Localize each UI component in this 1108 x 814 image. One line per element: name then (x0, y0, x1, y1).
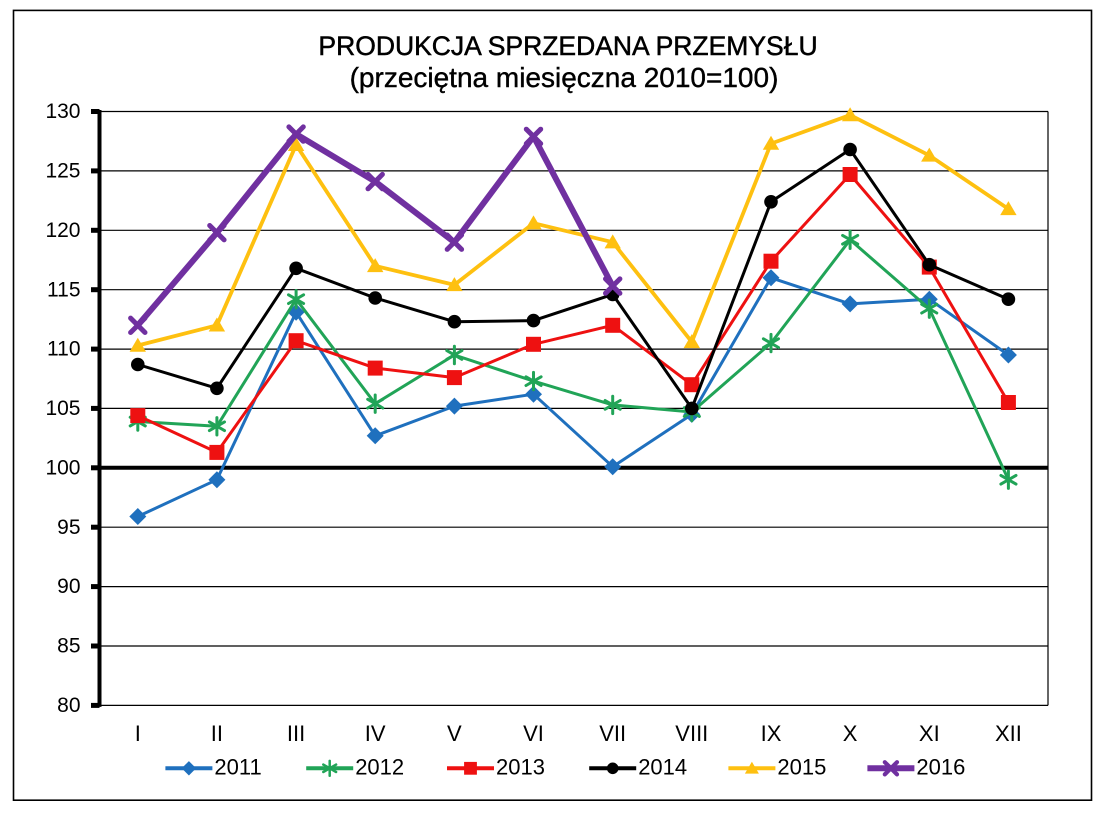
svg-text:XI: XI (919, 721, 940, 746)
svg-text:X: X (843, 721, 858, 746)
svg-text:2012: 2012 (355, 755, 404, 780)
svg-text:XII: XII (995, 721, 1022, 746)
svg-text:85: 85 (57, 635, 80, 658)
svg-text:95: 95 (57, 516, 80, 539)
svg-text:120: 120 (45, 219, 80, 242)
svg-text:105: 105 (45, 397, 80, 420)
svg-text:VIII: VIII (675, 721, 708, 746)
svg-text:III: III (287, 721, 305, 746)
svg-text:110: 110 (47, 338, 80, 361)
svg-text:VII: VII (599, 721, 626, 746)
svg-text:125: 125 (45, 160, 80, 183)
svg-text:90: 90 (57, 575, 80, 598)
svg-text:2011: 2011 (214, 755, 261, 780)
svg-text:(przeciętna miesięczna 2010=10: (przeciętna miesięczna 2010=100) (350, 62, 779, 93)
svg-text:115: 115 (47, 278, 80, 301)
svg-text:2014: 2014 (638, 755, 687, 780)
svg-text:PRODUKCJA SPRZEDANA PRZEMYSŁU: PRODUKCJA SPRZEDANA PRZEMYSŁU (318, 31, 817, 61)
svg-text:2016: 2016 (916, 755, 965, 780)
svg-text:IX: IX (761, 721, 782, 746)
svg-text:IV: IV (365, 721, 386, 746)
svg-text:V: V (447, 721, 462, 746)
svg-text:II: II (211, 721, 223, 746)
svg-text:2013: 2013 (496, 755, 545, 780)
svg-text:I: I (135, 721, 141, 746)
svg-text:80: 80 (57, 694, 80, 717)
svg-text:130: 130 (45, 100, 80, 123)
svg-text:VI: VI (523, 721, 544, 746)
svg-text:100: 100 (45, 456, 80, 479)
svg-text:2015: 2015 (777, 755, 826, 780)
